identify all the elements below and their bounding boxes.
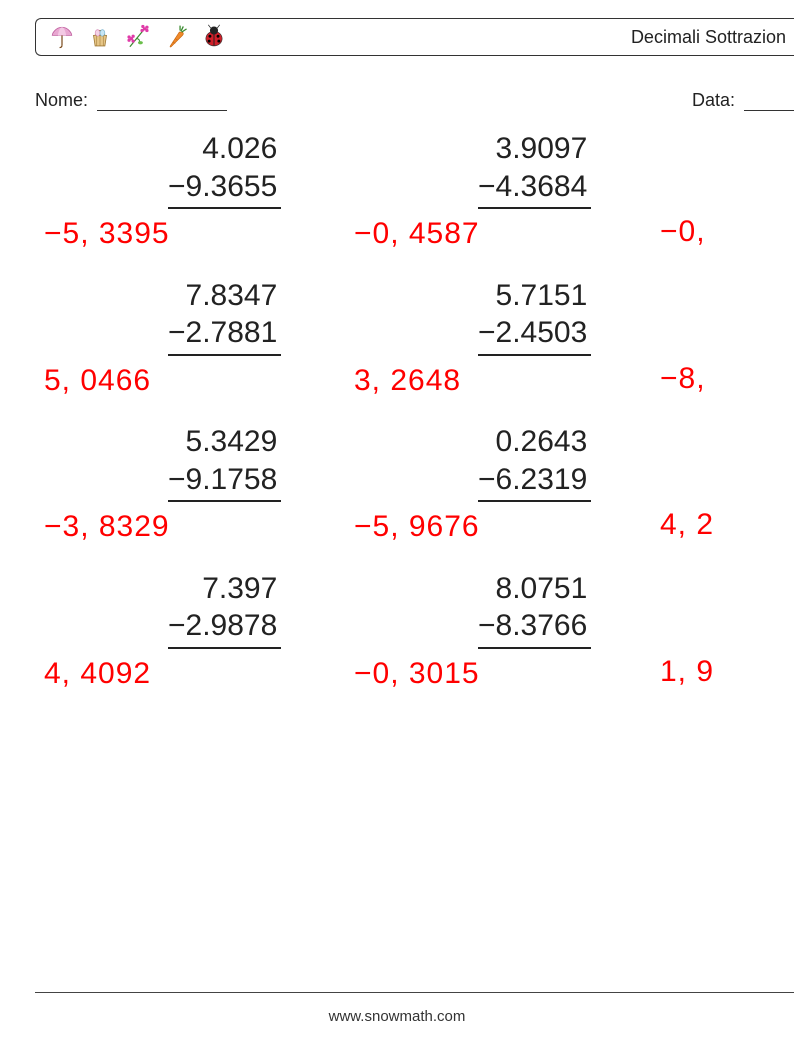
subtrahend xyxy=(660,314,672,354)
subtrahend: −8.3766 xyxy=(478,607,591,649)
answer: 1, 9 xyxy=(660,653,714,691)
problem-stack: 0.2643 −6.2319 xyxy=(478,423,591,502)
minuend: 5.7151 xyxy=(478,277,591,315)
problem-stack xyxy=(660,277,672,354)
answer: −0, 3015 xyxy=(354,655,480,693)
problem-0-0: 4.026 −9.3655 −5, 3395 xyxy=(40,130,350,253)
answer: 4, 4092 xyxy=(44,655,151,693)
problem-3-2: 1, 9 xyxy=(660,570,794,693)
minuend: 4.026 xyxy=(168,130,281,168)
problem-stack: 7.397 −2.9878 xyxy=(168,570,281,649)
problems-grid: 4.026 −9.3655 −5, 3395 3.9097 −4.3684 −0… xyxy=(40,130,794,692)
answer: 5, 0466 xyxy=(44,362,151,400)
subtrahend: −4.3684 xyxy=(478,168,591,210)
ladybug-icon xyxy=(200,23,228,51)
problem-stack: 5.7151 −2.4503 xyxy=(478,277,591,356)
minuend: 5.3429 xyxy=(168,423,281,461)
answer: −3, 8329 xyxy=(44,508,170,546)
flower-branch-icon xyxy=(124,23,152,51)
answer: 4, 2 xyxy=(660,506,714,544)
worksheet-page: Decimali Sottrazion Nome: Data: 4.026 −9… xyxy=(0,0,794,1053)
subtrahend: −2.4503 xyxy=(478,314,591,356)
minuend xyxy=(660,570,672,608)
subtrahend: −6.2319 xyxy=(478,461,591,503)
minuend: 7.8347 xyxy=(168,277,281,315)
problem-stack: 4.026 −9.3655 xyxy=(168,130,281,209)
subtrahend: −2.7881 xyxy=(168,314,281,356)
problem-3-1: 8.0751 −8.3766 −0, 3015 xyxy=(350,570,660,693)
problem-2-0: 5.3429 −9.1758 −3, 8329 xyxy=(40,423,350,546)
problem-1-0: 7.8347 −2.7881 5, 0466 xyxy=(40,277,350,400)
problem-0-2: −0, xyxy=(660,130,794,253)
problem-stack xyxy=(660,423,672,500)
name-blank[interactable] xyxy=(97,92,227,111)
umbrella-icon xyxy=(48,23,76,51)
problem-2-1: 0.2643 −6.2319 −5, 9676 xyxy=(350,423,660,546)
footer-rule xyxy=(35,992,794,993)
problem-2-2: 4, 2 xyxy=(660,423,794,546)
date-blank[interactable] xyxy=(744,92,794,111)
footer-url: www.snowmath.com xyxy=(0,1008,794,1025)
minuend xyxy=(660,423,672,461)
answer: −0, xyxy=(660,213,706,251)
name-label: Nome: xyxy=(35,90,88,110)
header-bar: Decimali Sottrazion xyxy=(35,18,794,56)
subtrahend: −9.1758 xyxy=(168,461,281,503)
problem-stack: 3.9097 −4.3684 xyxy=(478,130,591,209)
minuend: 0.2643 xyxy=(478,423,591,461)
subtrahend xyxy=(660,461,672,501)
problem-0-1: 3.9097 −4.3684 −0, 4587 xyxy=(350,130,660,253)
problem-stack: 5.3429 −9.1758 xyxy=(168,423,281,502)
problem-stack xyxy=(660,130,672,207)
date-field: Data: xyxy=(692,90,794,111)
answer: 3, 2648 xyxy=(354,362,461,400)
problem-1-2: −8, xyxy=(660,277,794,400)
minuend xyxy=(660,277,672,315)
header-icons-row xyxy=(48,23,228,51)
answer: −5, 3395 xyxy=(44,215,170,253)
date-label: Data: xyxy=(692,90,735,110)
subtrahend xyxy=(660,168,672,208)
worksheet-title: Decimali Sottrazion xyxy=(631,27,786,48)
answer: −8, xyxy=(660,360,706,398)
problem-3-0: 7.397 −2.9878 4, 4092 xyxy=(40,570,350,693)
name-field: Nome: xyxy=(35,90,227,111)
subtrahend xyxy=(660,607,672,647)
problem-stack: 7.8347 −2.7881 xyxy=(168,277,281,356)
minuend: 7.397 xyxy=(168,570,281,608)
subtrahend: −2.9878 xyxy=(168,607,281,649)
problem-1-1: 5.7151 −2.4503 3, 2648 xyxy=(350,277,660,400)
basket-icon xyxy=(86,23,114,51)
name-date-row: Nome: Data: xyxy=(35,90,794,111)
minuend xyxy=(660,130,672,168)
minuend: 8.0751 xyxy=(478,570,591,608)
answer: −5, 9676 xyxy=(354,508,480,546)
problem-stack: 8.0751 −8.3766 xyxy=(478,570,591,649)
carrot-icon xyxy=(162,23,190,51)
answer: −0, 4587 xyxy=(354,215,480,253)
minuend: 3.9097 xyxy=(478,130,591,168)
problem-stack xyxy=(660,570,672,647)
subtrahend: −9.3655 xyxy=(168,168,281,210)
